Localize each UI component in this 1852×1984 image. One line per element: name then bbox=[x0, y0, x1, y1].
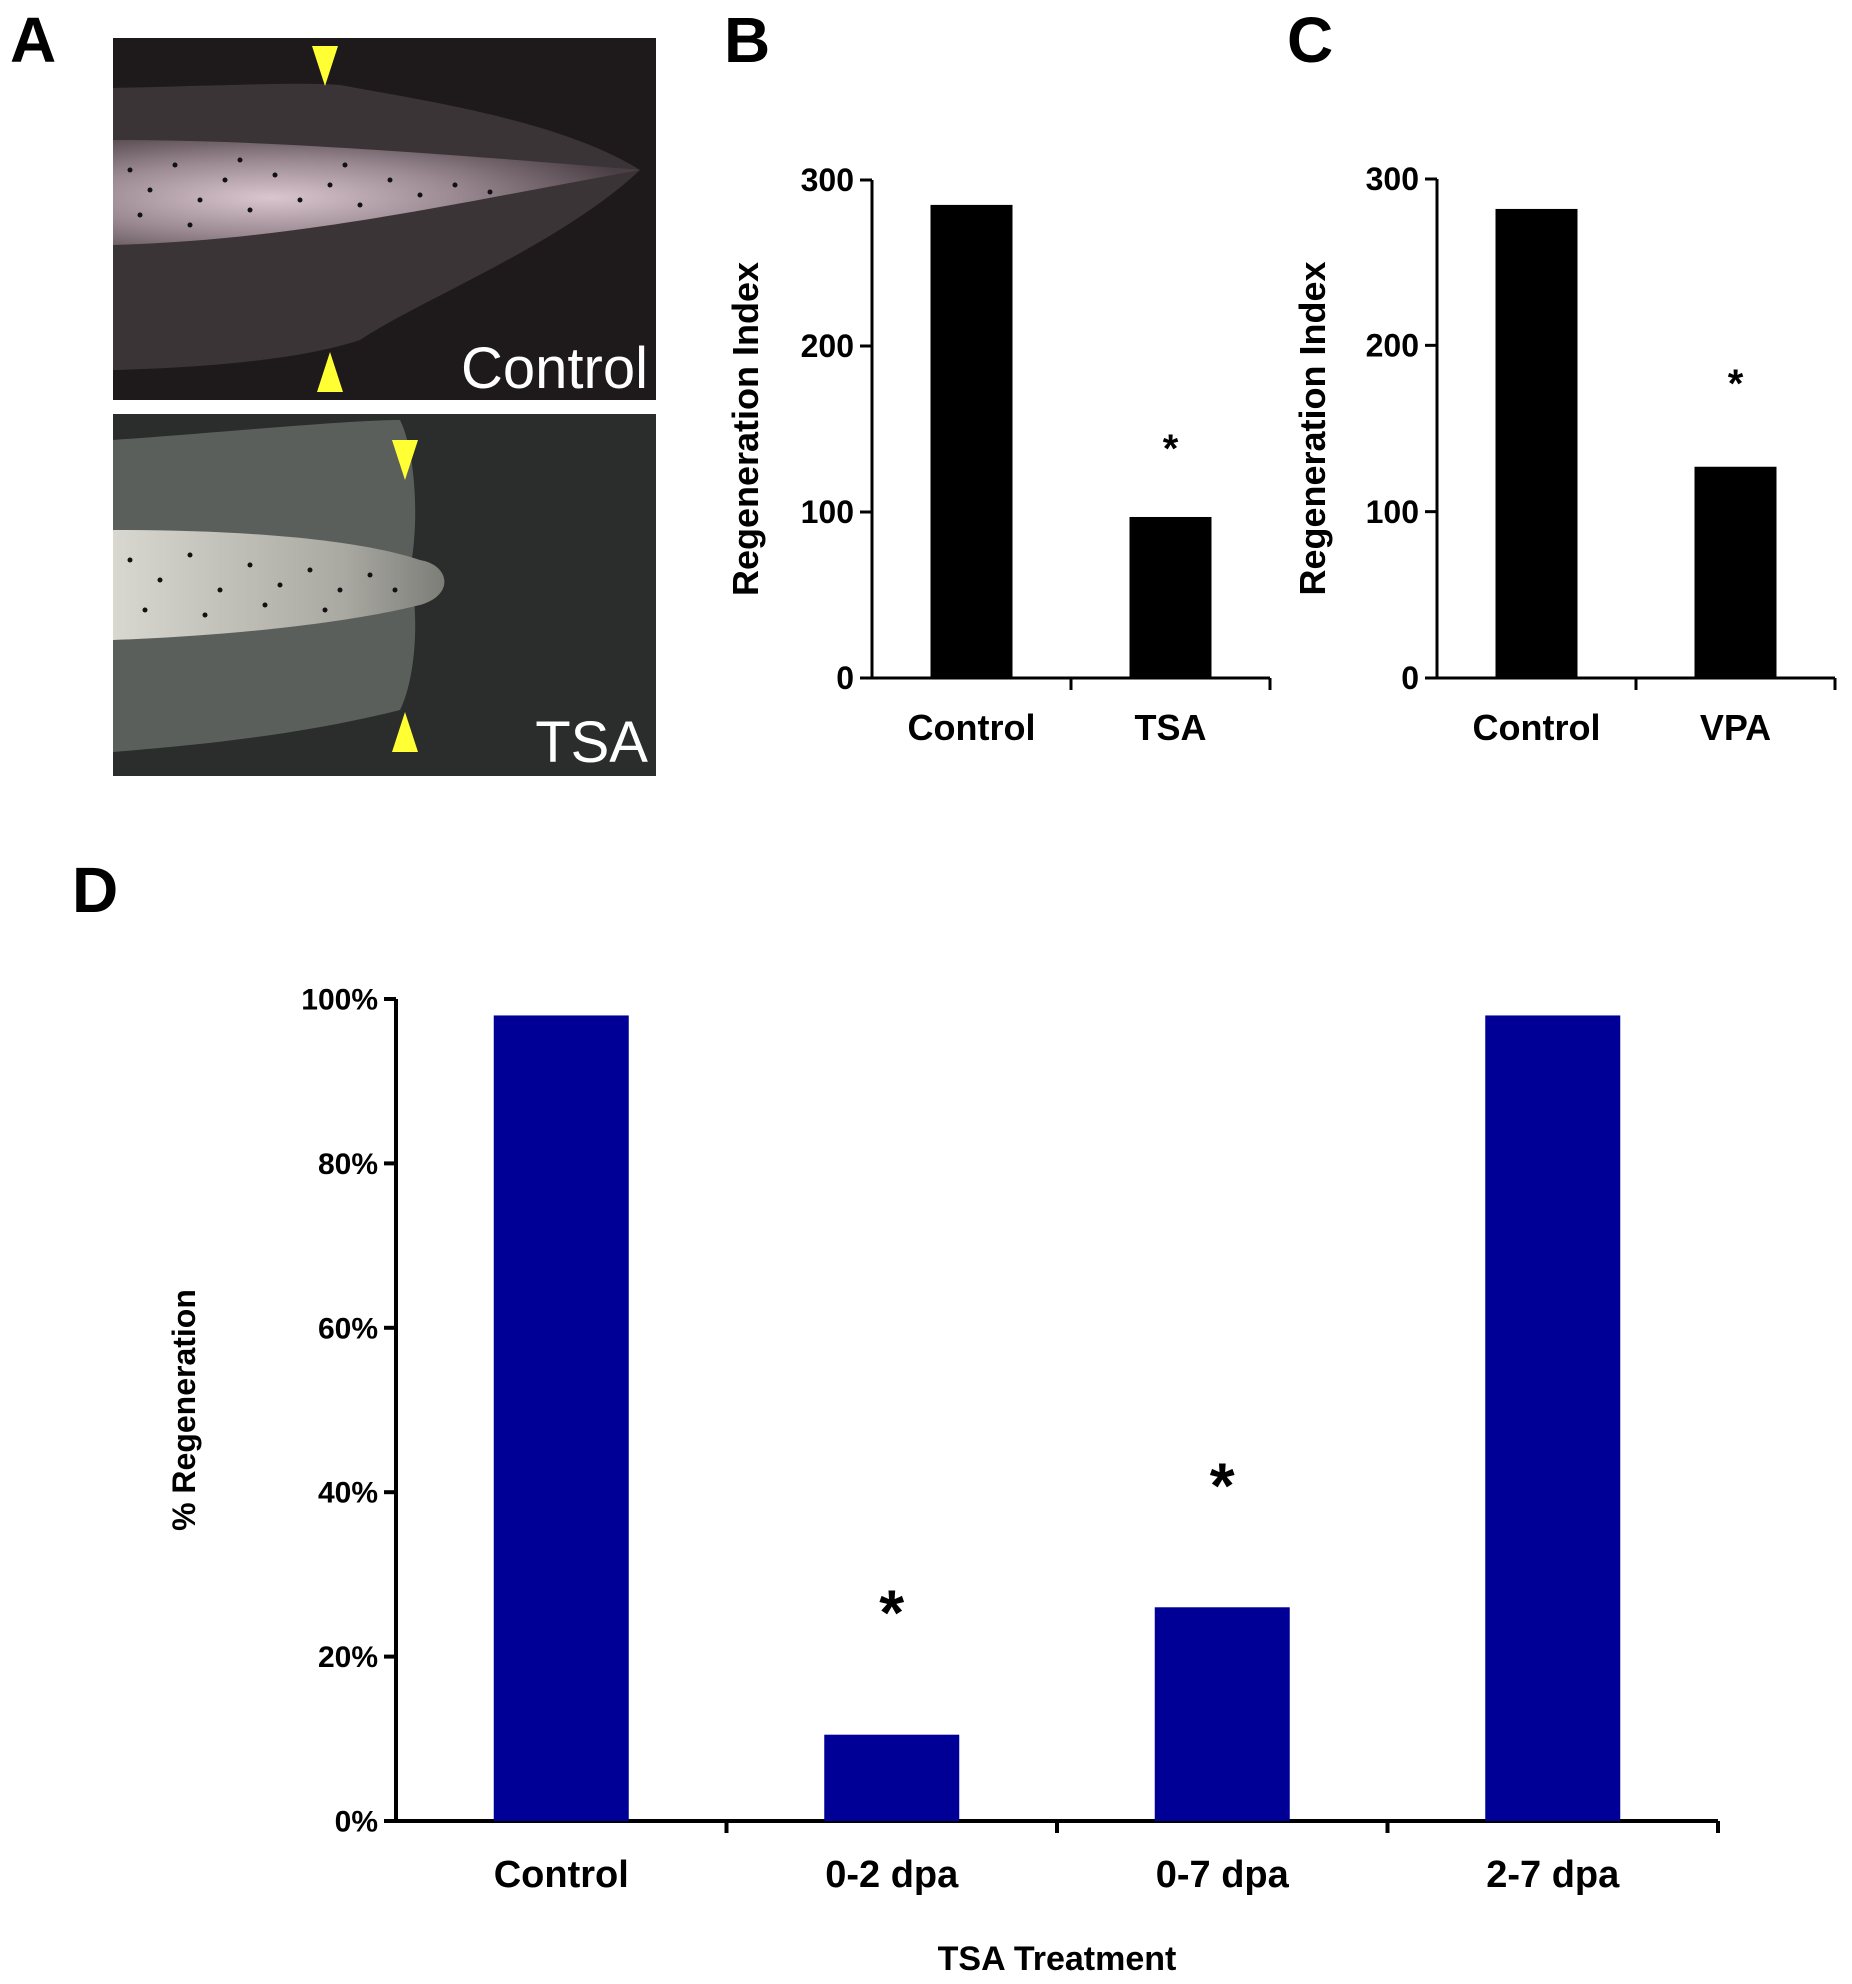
arrowhead-top-control bbox=[312, 46, 338, 86]
melanophore-dots-tsa bbox=[127, 552, 398, 618]
y-tick-label: 0% bbox=[335, 1806, 378, 1839]
significance-asterisk: * bbox=[879, 1577, 904, 1649]
y-axis-label: Regeneration Index bbox=[1292, 261, 1333, 595]
y-tick-label: 100 bbox=[801, 494, 854, 530]
arrowhead-top-tsa bbox=[392, 440, 418, 480]
arrowhead-bottom-control bbox=[317, 352, 343, 392]
bar bbox=[1694, 466, 1777, 678]
y-tick-label: 0 bbox=[836, 660, 854, 696]
chart-c: 0 100 200 300 Control VPA * Regeneration Index bbox=[1292, 161, 1837, 748]
y-tick-label: 100% bbox=[301, 984, 378, 1017]
bar bbox=[493, 1015, 629, 1821]
x-axis-label: TSA Treatment bbox=[938, 1940, 1177, 1978]
x-tick-label: Control bbox=[908, 707, 1036, 748]
chart-b: 0 100 200 300 Control TSA * Regeneration Index bbox=[725, 162, 1272, 748]
bar bbox=[1485, 1015, 1621, 1821]
bar bbox=[824, 1734, 960, 1821]
panel-letter-d: D bbox=[72, 854, 118, 926]
significance-asterisk: * bbox=[1210, 1449, 1235, 1521]
x-tick-label: VPA bbox=[1700, 707, 1771, 748]
bar bbox=[1495, 208, 1578, 678]
y-axis-label: Regeneration Index bbox=[725, 262, 766, 596]
panel-a: A Control bbox=[10, 4, 656, 776]
panel-b: B 0 100 200 300 Control TSA * Regeneration Inde… bbox=[724, 4, 1272, 748]
panel-c: C 0 100 200 300 Control VPA * Regeneration Inde… bbox=[1287, 4, 1837, 748]
y-tick-label: 40% bbox=[318, 1477, 378, 1510]
panel-letter-a: A bbox=[10, 4, 56, 76]
photo-label-control: Control bbox=[461, 336, 648, 401]
x-tick-label: 0-2 dpa bbox=[825, 1854, 959, 1896]
significance-asterisk: * bbox=[1163, 427, 1179, 471]
x-tick-label: 2-7 dpa bbox=[1486, 1854, 1620, 1896]
panel-letter-b: B bbox=[724, 4, 770, 76]
photo-label-tsa: TSA bbox=[535, 710, 648, 775]
y-tick-label: 300 bbox=[801, 162, 854, 198]
panel-letter-c: C bbox=[1287, 4, 1333, 76]
x-tick-label: Control bbox=[1473, 707, 1601, 748]
tail-body-control bbox=[113, 140, 640, 245]
y-tick-label: 200 bbox=[801, 328, 854, 364]
bar bbox=[1129, 516, 1212, 678]
photo-control: Control bbox=[113, 38, 656, 401]
photo-tsa: TSA bbox=[113, 414, 656, 776]
y-axis-label: % Regeneration bbox=[166, 1289, 202, 1531]
y-tick-label: 100 bbox=[1366, 494, 1419, 530]
bar bbox=[1154, 1607, 1290, 1821]
x-tick-label: 0-7 dpa bbox=[1156, 1854, 1290, 1896]
y-tick-label: 300 bbox=[1366, 161, 1419, 197]
bar bbox=[930, 204, 1013, 678]
y-tick-label: 20% bbox=[318, 1641, 378, 1674]
significance-asterisk: * bbox=[1728, 362, 1744, 406]
x-tick-label: Control bbox=[494, 1854, 629, 1896]
y-tick-label: 0 bbox=[1401, 660, 1419, 696]
y-tick-label: 80% bbox=[318, 1148, 378, 1181]
melanophore-dots-control bbox=[127, 157, 493, 228]
y-tick-label: 60% bbox=[318, 1312, 378, 1345]
x-tick-label: TSA bbox=[1135, 707, 1207, 748]
chart-d: 0% 20% 40% 60% 80% 100% Control 0-2 dpa 0-7 dpa 2… bbox=[166, 984, 1720, 1978]
y-tick-label: 200 bbox=[1366, 328, 1419, 364]
panel-d: D 0% 20% 40% 60% 80% 100% Control 0-2 dpa 0-7 dp… bbox=[72, 854, 1720, 1978]
arrowhead-bottom-tsa bbox=[392, 712, 418, 752]
